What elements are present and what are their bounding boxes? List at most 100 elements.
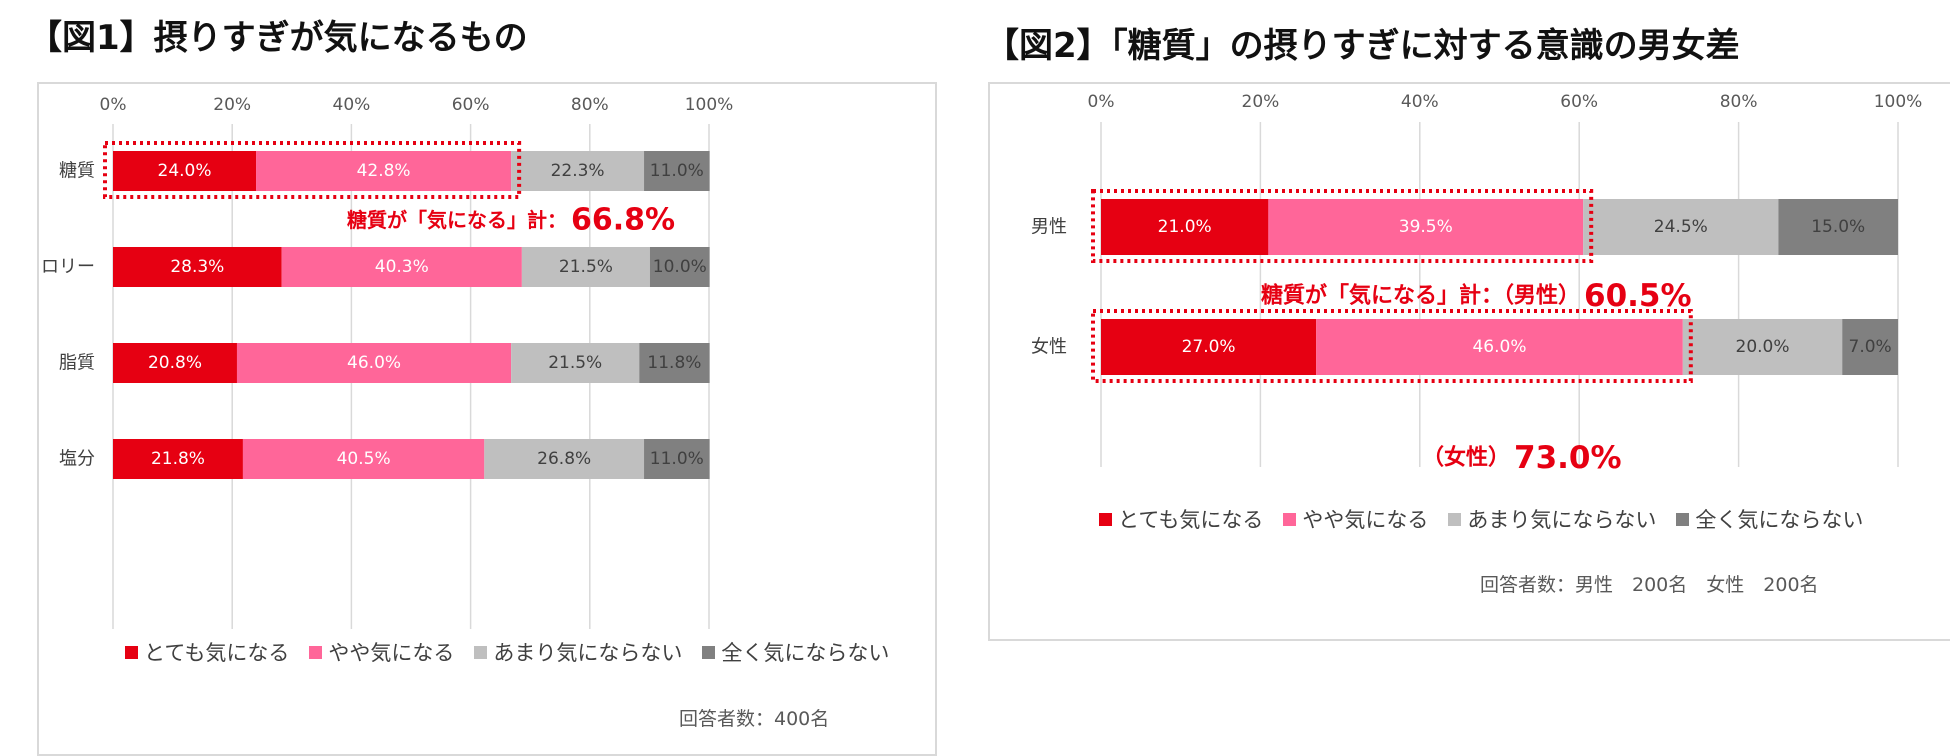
x-tick-label: 80% — [1720, 92, 1758, 112]
data-label: 21.8% — [151, 449, 205, 469]
bar-segment — [1316, 319, 1683, 375]
x-tick-label: 20% — [1242, 92, 1280, 112]
data-label: 11.0% — [650, 161, 704, 181]
category-label: 女性 — [1031, 337, 1067, 358]
bar-segment — [511, 343, 640, 383]
bar-segment — [1682, 319, 1843, 375]
data-label: 11.8% — [647, 353, 701, 373]
data-label: 24.5% — [1654, 217, 1708, 237]
data-label: 15.0% — [1811, 217, 1865, 237]
x-tick-label: 60% — [1560, 92, 1598, 112]
highlight-box — [1091, 189, 1594, 263]
bar-segment — [113, 151, 257, 191]
x-tick-label: 60% — [452, 95, 490, 115]
bar-segment — [1101, 319, 1317, 375]
data-label: 20.8% — [148, 353, 202, 373]
x-tick-label: 40% — [333, 95, 371, 115]
bar-segment — [113, 439, 243, 479]
category-label: 男性 — [1031, 217, 1067, 238]
bar-segment — [511, 151, 645, 191]
callout-label: （女性） — [1422, 445, 1510, 471]
callout-value: 60.5% — [1584, 278, 1692, 314]
legend-swatch-not-at-all — [702, 645, 716, 659]
legend-label: とても気になる — [144, 641, 290, 665]
callout-value: 66.8% — [571, 203, 675, 238]
data-label: 20.0% — [1736, 337, 1790, 357]
legend-swatch-not-at-all — [1676, 512, 1690, 526]
data-label: 40.3% — [375, 257, 429, 277]
legend-item: とても気になる — [125, 637, 289, 667]
category-label: 塩分 — [59, 449, 95, 470]
data-label: 28.3% — [170, 257, 224, 277]
data-label: 39.5% — [1399, 217, 1453, 237]
data-label: 21.5% — [548, 353, 602, 373]
bar-segment — [113, 247, 282, 287]
legend-label: とても気になる — [1118, 508, 1264, 532]
legend-label: あまり気にならない — [1467, 508, 1657, 532]
legend-label: やや気になる — [1302, 508, 1429, 532]
category-label: カロリー — [39, 257, 95, 278]
legend-item: やや気になる — [1283, 504, 1428, 534]
bar-segment — [639, 343, 710, 383]
legend-swatch-somewhat — [309, 645, 323, 659]
bar-segment — [1842, 319, 1898, 375]
legend-item: やや気になる — [309, 637, 454, 667]
legend-swatch-very — [1099, 512, 1112, 526]
legend-item: 全く気にならない — [1676, 504, 1863, 534]
category-label: 脂質 — [59, 353, 95, 374]
legend-item: 全く気にならない — [702, 637, 889, 667]
data-label: 27.0% — [1182, 337, 1236, 357]
chart-panel-1: 0% 20% 40% 60% 80% 100% 糖質 24.0% 42.8% 22.3% 11.0%… — [37, 82, 937, 756]
legend-swatch-somewhat — [1283, 512, 1297, 526]
data-label: 11.0% — [650, 449, 704, 469]
bar-segment — [484, 439, 645, 479]
legend-label: やや気になる — [328, 641, 455, 665]
chart-1-legend: とても気になる やや気になる あまり気にならない 全く気にならない — [125, 637, 889, 667]
chart-panel-2: 0% 20% 40% 60% 80% 100% 男性 21.0% 39.5% 24.5% 15.0%… — [988, 82, 1950, 641]
bar-segment — [1101, 199, 1269, 255]
category-label: 糖質 — [59, 161, 95, 182]
respondent-count-2: 回答者数：男性 200名 女性 200名 — [1480, 574, 1819, 596]
data-label: 21.5% — [559, 257, 613, 277]
data-label: 42.8% — [357, 161, 411, 181]
legend-item: とても気になる — [1099, 504, 1263, 534]
x-tick-label: 100% — [1874, 92, 1923, 112]
bar-segment — [1268, 199, 1584, 255]
bar-segment — [256, 151, 512, 191]
data-label: 24.0% — [158, 161, 212, 181]
x-tick-label: 0% — [100, 95, 127, 115]
callout-label: 糖質が「気になる」計： — [347, 208, 567, 232]
callout-value: 73.0% — [1514, 440, 1622, 476]
bar-segment — [644, 439, 710, 479]
legend-swatch-very — [125, 645, 138, 659]
legend-label: 全く気にならない — [721, 641, 890, 665]
legend-swatch-not-much — [474, 645, 488, 659]
x-tick-label: 20% — [213, 95, 251, 115]
legend-swatch-not-much — [1448, 512, 1462, 526]
bar-segment — [1583, 199, 1779, 255]
respondent-count-1: 回答者数：400名 — [679, 708, 830, 730]
data-label: 46.0% — [347, 353, 401, 373]
bar-segment — [1778, 199, 1898, 255]
figure-2-title: 【図2】「糖質」の摂りすぎに対する意識の男女差 — [985, 26, 1740, 66]
x-tick-label: 40% — [1401, 92, 1439, 112]
data-label: 26.8% — [537, 449, 591, 469]
highlight-box — [103, 141, 522, 199]
legend-item: あまり気にならない — [1448, 504, 1656, 534]
legend-label: 全く気にならない — [1695, 508, 1864, 532]
bar-segment — [242, 439, 485, 479]
bar-segment — [113, 343, 237, 383]
data-label: 22.3% — [551, 161, 605, 181]
data-label: 21.0% — [1158, 217, 1212, 237]
chart-1-plot: 0% 20% 40% 60% 80% 100% 糖質 24.0% 42.8% 22.3% 11.0%… — [39, 95, 733, 629]
data-label: 40.5% — [337, 449, 391, 469]
callout-label: 糖質が「気になる」計：（男性） — [1261, 283, 1580, 309]
data-label: 7.0% — [1849, 337, 1892, 357]
chart-2-legend: とても気になる やや気になる あまり気にならない 全く気にならない — [1099, 504, 1863, 534]
figure-1-title: 【図1】摂りすぎが気になるもの — [28, 18, 528, 58]
legend-label: あまり気にならない — [493, 641, 683, 665]
legend-item: あまり気にならない — [474, 637, 682, 667]
x-tick-label: 80% — [571, 95, 609, 115]
bar-segment — [281, 247, 522, 287]
bar-segment — [521, 247, 650, 287]
